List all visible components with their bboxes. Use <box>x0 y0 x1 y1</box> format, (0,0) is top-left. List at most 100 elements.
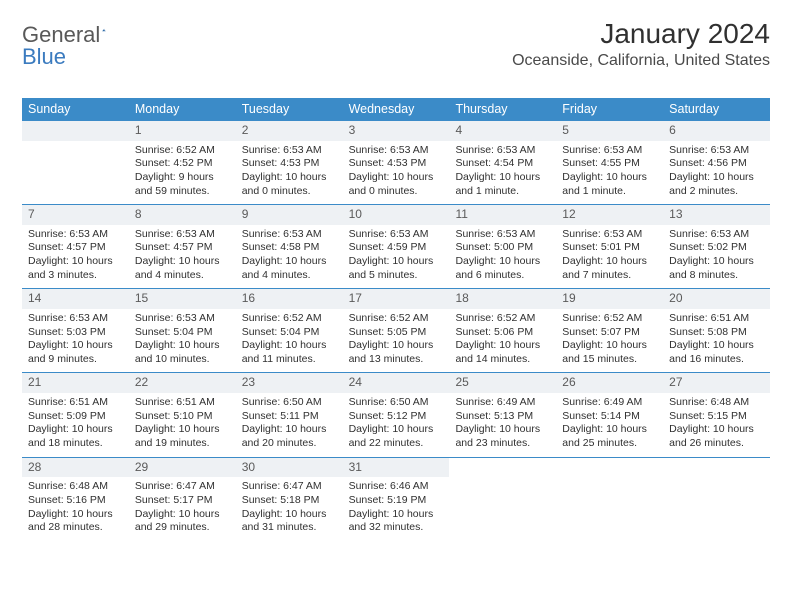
weekday-header: Tuesday <box>236 98 343 120</box>
day-cell: 2Sunrise: 6:53 AMSunset: 4:53 PMDaylight… <box>236 120 343 204</box>
daylight-text: Daylight: 10 hours and 19 minutes. <box>135 423 230 450</box>
day-number: 12 <box>556 204 663 225</box>
daylight-text: Daylight: 10 hours and 3 minutes. <box>28 255 123 282</box>
sunset-text: Sunset: 4:56 PM <box>669 157 764 171</box>
sunrise-text: Sunrise: 6:53 AM <box>455 228 550 242</box>
daylight-text: Daylight: 10 hours and 13 minutes. <box>349 339 444 366</box>
sunrise-text: Sunrise: 6:53 AM <box>669 228 764 242</box>
day-body: Sunrise: 6:47 AMSunset: 5:18 PMDaylight:… <box>236 477 343 541</box>
day-cell: 28Sunrise: 6:48 AMSunset: 5:16 PMDayligh… <box>22 457 129 541</box>
sunrise-text: Sunrise: 6:53 AM <box>28 312 123 326</box>
sunset-text: Sunset: 5:04 PM <box>135 326 230 340</box>
sunrise-text: Sunrise: 6:53 AM <box>135 312 230 326</box>
day-body <box>556 477 663 486</box>
day-body: Sunrise: 6:52 AMSunset: 4:52 PMDaylight:… <box>129 141 236 205</box>
day-cell: 12Sunrise: 6:53 AMSunset: 5:01 PMDayligh… <box>556 204 663 288</box>
day-cell: 19Sunrise: 6:52 AMSunset: 5:07 PMDayligh… <box>556 288 663 372</box>
day-cell: 22Sunrise: 6:51 AMSunset: 5:10 PMDayligh… <box>129 372 236 456</box>
day-cell: 9Sunrise: 6:53 AMSunset: 4:58 PMDaylight… <box>236 204 343 288</box>
daylight-text: Daylight: 10 hours and 32 minutes. <box>349 508 444 535</box>
daylight-text: Daylight: 10 hours and 6 minutes. <box>455 255 550 282</box>
calendar-grid: SundayMondayTuesdayWednesdayThursdayFrid… <box>22 98 770 541</box>
sunset-text: Sunset: 5:17 PM <box>135 494 230 508</box>
sunrise-text: Sunrise: 6:47 AM <box>135 480 230 494</box>
daylight-text: Daylight: 10 hours and 20 minutes. <box>242 423 337 450</box>
daylight-text: Daylight: 10 hours and 7 minutes. <box>562 255 657 282</box>
sunset-text: Sunset: 5:01 PM <box>562 241 657 255</box>
day-body <box>449 477 556 486</box>
sunrise-text: Sunrise: 6:53 AM <box>562 228 657 242</box>
daylight-text: Daylight: 10 hours and 14 minutes. <box>455 339 550 366</box>
day-number: 11 <box>449 204 556 225</box>
day-number: 21 <box>22 372 129 393</box>
day-body: Sunrise: 6:49 AMSunset: 5:13 PMDaylight:… <box>449 393 556 457</box>
sunset-text: Sunset: 5:15 PM <box>669 410 764 424</box>
day-cell: 23Sunrise: 6:50 AMSunset: 5:11 PMDayligh… <box>236 372 343 456</box>
week-row: 14Sunrise: 6:53 AMSunset: 5:03 PMDayligh… <box>22 288 770 372</box>
day-number: 23 <box>236 372 343 393</box>
day-body: Sunrise: 6:52 AMSunset: 5:05 PMDaylight:… <box>343 309 450 373</box>
day-body: Sunrise: 6:53 AMSunset: 5:03 PMDaylight:… <box>22 309 129 373</box>
day-body: Sunrise: 6:53 AMSunset: 5:01 PMDaylight:… <box>556 225 663 289</box>
day-cell <box>22 120 129 204</box>
day-number: 13 <box>663 204 770 225</box>
day-number: 7 <box>22 204 129 225</box>
day-number: 27 <box>663 372 770 393</box>
sunrise-text: Sunrise: 6:53 AM <box>242 228 337 242</box>
sunrise-text: Sunrise: 6:53 AM <box>455 144 550 158</box>
day-number: 14 <box>22 288 129 309</box>
day-body: Sunrise: 6:53 AMSunset: 5:00 PMDaylight:… <box>449 225 556 289</box>
day-cell: 21Sunrise: 6:51 AMSunset: 5:09 PMDayligh… <box>22 372 129 456</box>
sunset-text: Sunset: 5:00 PM <box>455 241 550 255</box>
sunset-text: Sunset: 5:07 PM <box>562 326 657 340</box>
day-body: Sunrise: 6:53 AMSunset: 4:57 PMDaylight:… <box>129 225 236 289</box>
day-cell <box>663 457 770 541</box>
day-cell: 14Sunrise: 6:53 AMSunset: 5:03 PMDayligh… <box>22 288 129 372</box>
daylight-text: Daylight: 10 hours and 5 minutes. <box>349 255 444 282</box>
sunset-text: Sunset: 4:52 PM <box>135 157 230 171</box>
brand-part2: Blue <box>22 44 66 69</box>
day-body: Sunrise: 6:53 AMSunset: 4:53 PMDaylight:… <box>343 141 450 205</box>
weekday-header: Wednesday <box>343 98 450 120</box>
daylight-text: Daylight: 10 hours and 28 minutes. <box>28 508 123 535</box>
week-row: 21Sunrise: 6:51 AMSunset: 5:09 PMDayligh… <box>22 372 770 456</box>
day-number: 31 <box>343 457 450 478</box>
day-body: Sunrise: 6:52 AMSunset: 5:04 PMDaylight:… <box>236 309 343 373</box>
sunset-text: Sunset: 5:16 PM <box>28 494 123 508</box>
day-number: 6 <box>663 120 770 141</box>
sunset-text: Sunset: 5:18 PM <box>242 494 337 508</box>
sunrise-text: Sunrise: 6:49 AM <box>562 396 657 410</box>
day-cell: 20Sunrise: 6:51 AMSunset: 5:08 PMDayligh… <box>663 288 770 372</box>
day-number: 16 <box>236 288 343 309</box>
day-body: Sunrise: 6:53 AMSunset: 4:55 PMDaylight:… <box>556 141 663 205</box>
sunset-text: Sunset: 4:57 PM <box>135 241 230 255</box>
day-body: Sunrise: 6:48 AMSunset: 5:15 PMDaylight:… <box>663 393 770 457</box>
title-block: January 2024 Oceanside, California, Unit… <box>512 18 770 70</box>
sunset-text: Sunset: 5:03 PM <box>28 326 123 340</box>
sunrise-text: Sunrise: 6:53 AM <box>28 228 123 242</box>
day-cell <box>449 457 556 541</box>
sunrise-text: Sunrise: 6:51 AM <box>669 312 764 326</box>
week-row: 28Sunrise: 6:48 AMSunset: 5:16 PMDayligh… <box>22 457 770 541</box>
daylight-text: Daylight: 10 hours and 16 minutes. <box>669 339 764 366</box>
day-body: Sunrise: 6:50 AMSunset: 5:12 PMDaylight:… <box>343 393 450 457</box>
day-cell: 11Sunrise: 6:53 AMSunset: 5:00 PMDayligh… <box>449 204 556 288</box>
day-cell: 17Sunrise: 6:52 AMSunset: 5:05 PMDayligh… <box>343 288 450 372</box>
day-number: 29 <box>129 457 236 478</box>
daylight-text: Daylight: 10 hours and 11 minutes. <box>242 339 337 366</box>
daylight-text: Daylight: 10 hours and 25 minutes. <box>562 423 657 450</box>
day-cell: 27Sunrise: 6:48 AMSunset: 5:15 PMDayligh… <box>663 372 770 456</box>
day-number: 1 <box>129 120 236 141</box>
day-cell: 16Sunrise: 6:52 AMSunset: 5:04 PMDayligh… <box>236 288 343 372</box>
sunset-text: Sunset: 4:54 PM <box>455 157 550 171</box>
sunset-text: Sunset: 4:59 PM <box>349 241 444 255</box>
week-row: 1Sunrise: 6:52 AMSunset: 4:52 PMDaylight… <box>22 120 770 204</box>
day-body: Sunrise: 6:53 AMSunset: 4:58 PMDaylight:… <box>236 225 343 289</box>
day-cell: 25Sunrise: 6:49 AMSunset: 5:13 PMDayligh… <box>449 372 556 456</box>
day-number <box>663 457 770 478</box>
sunset-text: Sunset: 4:58 PM <box>242 241 337 255</box>
day-body: Sunrise: 6:53 AMSunset: 4:59 PMDaylight:… <box>343 225 450 289</box>
header: General January 2024 Oceanside, Californ… <box>22 18 770 70</box>
day-body: Sunrise: 6:46 AMSunset: 5:19 PMDaylight:… <box>343 477 450 541</box>
day-cell: 1Sunrise: 6:52 AMSunset: 4:52 PMDaylight… <box>129 120 236 204</box>
